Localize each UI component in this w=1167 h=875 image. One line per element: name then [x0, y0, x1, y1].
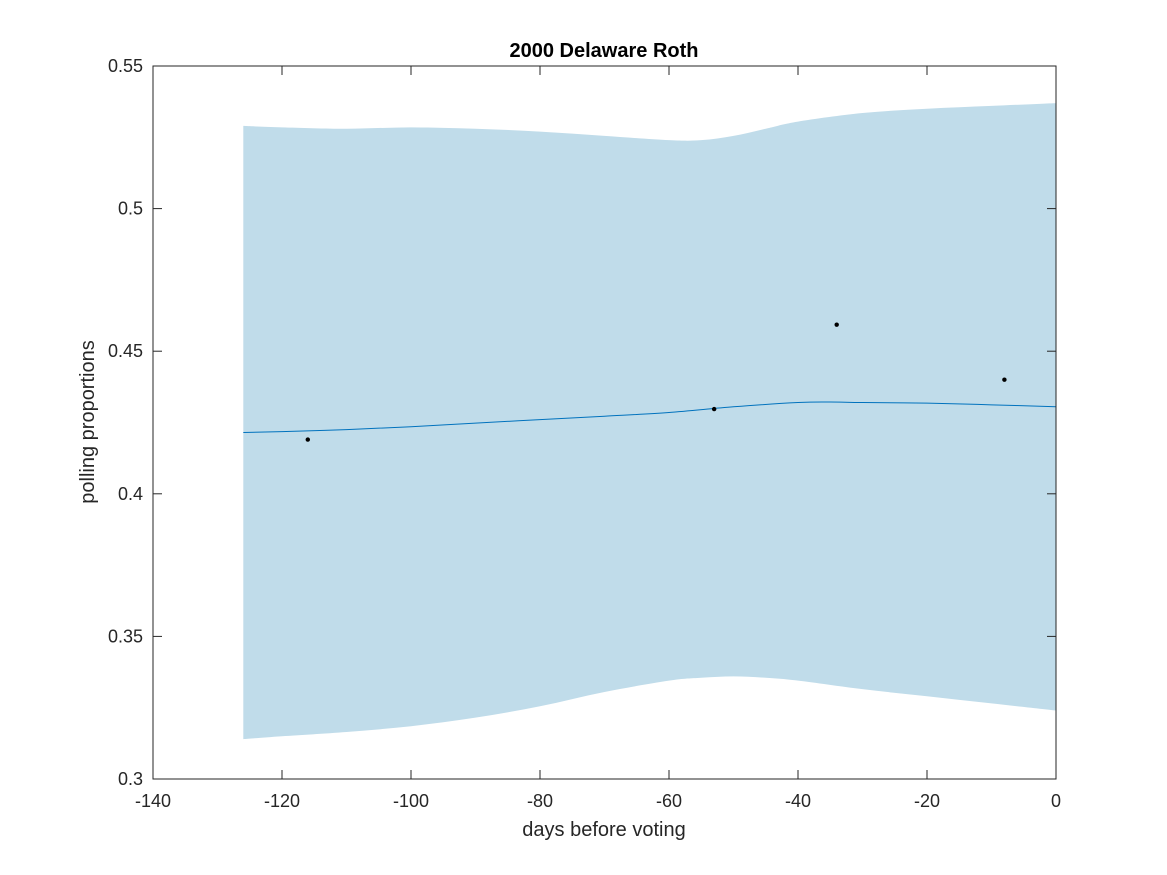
x-tick-label: -40	[785, 791, 811, 811]
x-axis-label: days before voting	[522, 819, 685, 841]
y-tick-label: 0.5	[118, 199, 143, 219]
y-tick-label: 0.3	[118, 769, 143, 789]
x-tick-label: -20	[914, 791, 940, 811]
data-point	[711, 406, 717, 412]
x-tick-label: -60	[656, 791, 682, 811]
axes-box	[152, 65, 1057, 780]
data-points-layer	[305, 322, 1007, 442]
x-tick-label: -100	[393, 791, 429, 811]
y-axis-label: polling proportions	[77, 340, 99, 503]
y-tick-label: 0.35	[108, 626, 143, 646]
trend-line-layer	[243, 401, 1057, 433]
x-tick-label: -120	[264, 791, 300, 811]
y-tick-label: 0.45	[108, 341, 143, 361]
y-tick-label: 0.55	[108, 56, 143, 76]
trend-line	[243, 401, 1057, 433]
x-tick-label: -140	[135, 791, 171, 811]
confidence-band	[243, 103, 1057, 740]
x-tick-label: -80	[527, 791, 553, 811]
confidence-band-layer	[243, 103, 1057, 740]
y-tick-label: 0.4	[118, 484, 143, 504]
data-point	[305, 437, 310, 442]
x-tick-label: 0	[1051, 791, 1061, 811]
data-point	[1002, 377, 1007, 382]
data-point	[834, 322, 839, 327]
ticks-layer: -140 -120 -100 -80 -60 -40 -20 0 0.3 0.35 0.4 0.45 0…	[108, 56, 1061, 811]
chart-title: 2000 Delaware Roth	[510, 40, 699, 62]
